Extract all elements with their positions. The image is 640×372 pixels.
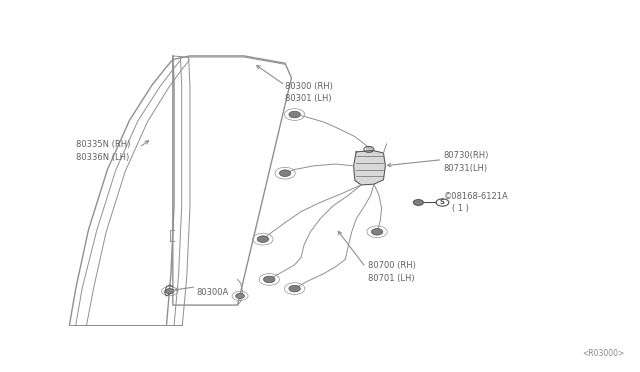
Circle shape <box>289 111 300 118</box>
Circle shape <box>257 236 269 243</box>
Circle shape <box>371 228 383 235</box>
Polygon shape <box>354 150 385 185</box>
Polygon shape <box>365 147 372 152</box>
Circle shape <box>264 276 275 283</box>
Text: 80300 (RH)
80301 (LH): 80300 (RH) 80301 (LH) <box>285 82 333 103</box>
Text: 80700 (RH)
80701 (LH): 80700 (RH) 80701 (LH) <box>367 262 415 283</box>
Circle shape <box>280 170 291 176</box>
Text: ©08168-6121A
   ( 1 ): ©08168-6121A ( 1 ) <box>444 192 508 213</box>
Text: <R03000>: <R03000> <box>582 349 625 358</box>
Circle shape <box>165 289 174 294</box>
Text: 80335N (RH)
80336N (LH): 80335N (RH) 80336N (LH) <box>76 141 130 162</box>
Circle shape <box>236 294 244 298</box>
Text: 80730(RH)
80731(LH): 80730(RH) 80731(LH) <box>444 151 489 173</box>
Circle shape <box>289 285 300 292</box>
Text: S: S <box>440 199 445 205</box>
Circle shape <box>413 199 424 205</box>
Text: 80300A: 80300A <box>196 288 228 297</box>
